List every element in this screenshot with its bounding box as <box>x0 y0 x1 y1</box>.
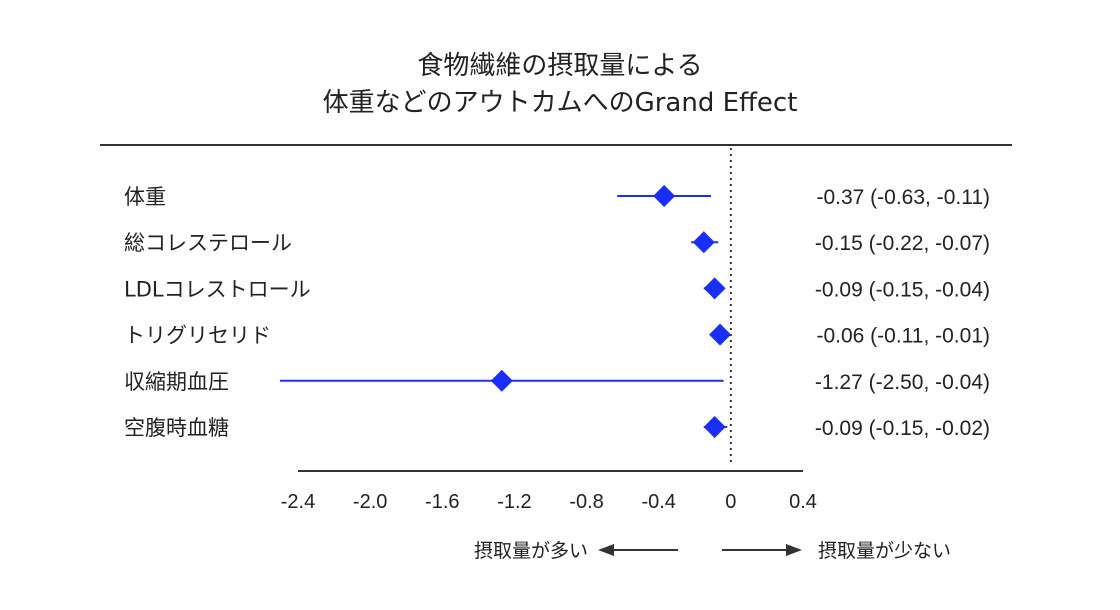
row-label: トリグリセリド <box>124 324 271 348</box>
row-value: -0.06 (-0.11, -0.01) <box>816 325 990 348</box>
x-tick-label: -2.4 <box>281 491 315 513</box>
x-tick-label: -0.4 <box>641 491 675 513</box>
direction-left: 摂取量が多い <box>474 540 678 562</box>
row-label: 空腹時血糖 <box>124 416 229 440</box>
forest-row: 総コレステロール -0.15 (-0.22, -0.07) <box>124 231 990 255</box>
point-estimate-diamond <box>490 369 513 392</box>
x-tick-label: 0.4 <box>789 491 817 513</box>
row-value: -1.27 (-2.50, -0.04) <box>815 371 990 394</box>
forest-row: 空腹時血糖 -0.09 (-0.15, -0.02) <box>124 416 990 440</box>
direction-right-label: 摂取量が少ない <box>818 540 951 562</box>
direction-left-label: 摂取量が多い <box>474 540 588 562</box>
row-label: 収縮期血圧 <box>124 370 229 394</box>
point-estimate-diamond <box>709 323 732 346</box>
chart-subtitle: 体重などのアウトカムへのGrand Effect <box>323 88 798 118</box>
forest-row: LDLコレストロール -0.09 (-0.15, -0.04) <box>124 277 990 301</box>
row-label: LDLコレストロール <box>124 277 311 301</box>
point-estimate-diamond <box>692 231 715 254</box>
left-arrow-icon <box>598 544 614 556</box>
point-estimate-diamond <box>703 416 726 438</box>
point-estimate-diamond <box>653 185 676 207</box>
right-arrow-icon <box>786 544 802 556</box>
row-label: 総コレステロール <box>124 231 292 255</box>
forest-row: トリグリセリド -0.06 (-0.11, -0.01) <box>124 323 990 348</box>
row-value: -0.09 (-0.15, -0.02) <box>815 417 990 440</box>
forest-row: 収縮期血圧 -1.27 (-2.50, -0.04) <box>124 369 990 394</box>
row-value: -0.15 (-0.22, -0.07) <box>815 232 990 255</box>
chart-title: 食物繊維の摂取量による <box>417 51 702 81</box>
forest-row: 体重 -0.37 (-0.63, -0.11) <box>124 185 990 209</box>
x-tick-label: -2.0 <box>353 491 387 513</box>
x-tick-label: -1.6 <box>425 491 459 513</box>
row-value: -0.09 (-0.15, -0.04) <box>815 278 990 301</box>
forest-rows: 体重 -0.37 (-0.63, -0.11) 総コレステロール -0.15 (-0.… <box>124 185 990 440</box>
row-label: 体重 <box>124 185 166 209</box>
x-tick-label: -1.2 <box>497 491 531 513</box>
x-tick-label: -0.8 <box>569 491 603 513</box>
x-axis-ticks: -2.4 -2.0 -1.6 -1.2 -0.8 -0.4 0 0.4 <box>281 491 817 513</box>
row-value: -0.37 (-0.63, -0.11) <box>816 186 990 209</box>
x-tick-label: 0 <box>725 491 736 513</box>
direction-right: 摂取量が少ない <box>722 540 951 562</box>
point-estimate-diamond <box>703 277 726 300</box>
